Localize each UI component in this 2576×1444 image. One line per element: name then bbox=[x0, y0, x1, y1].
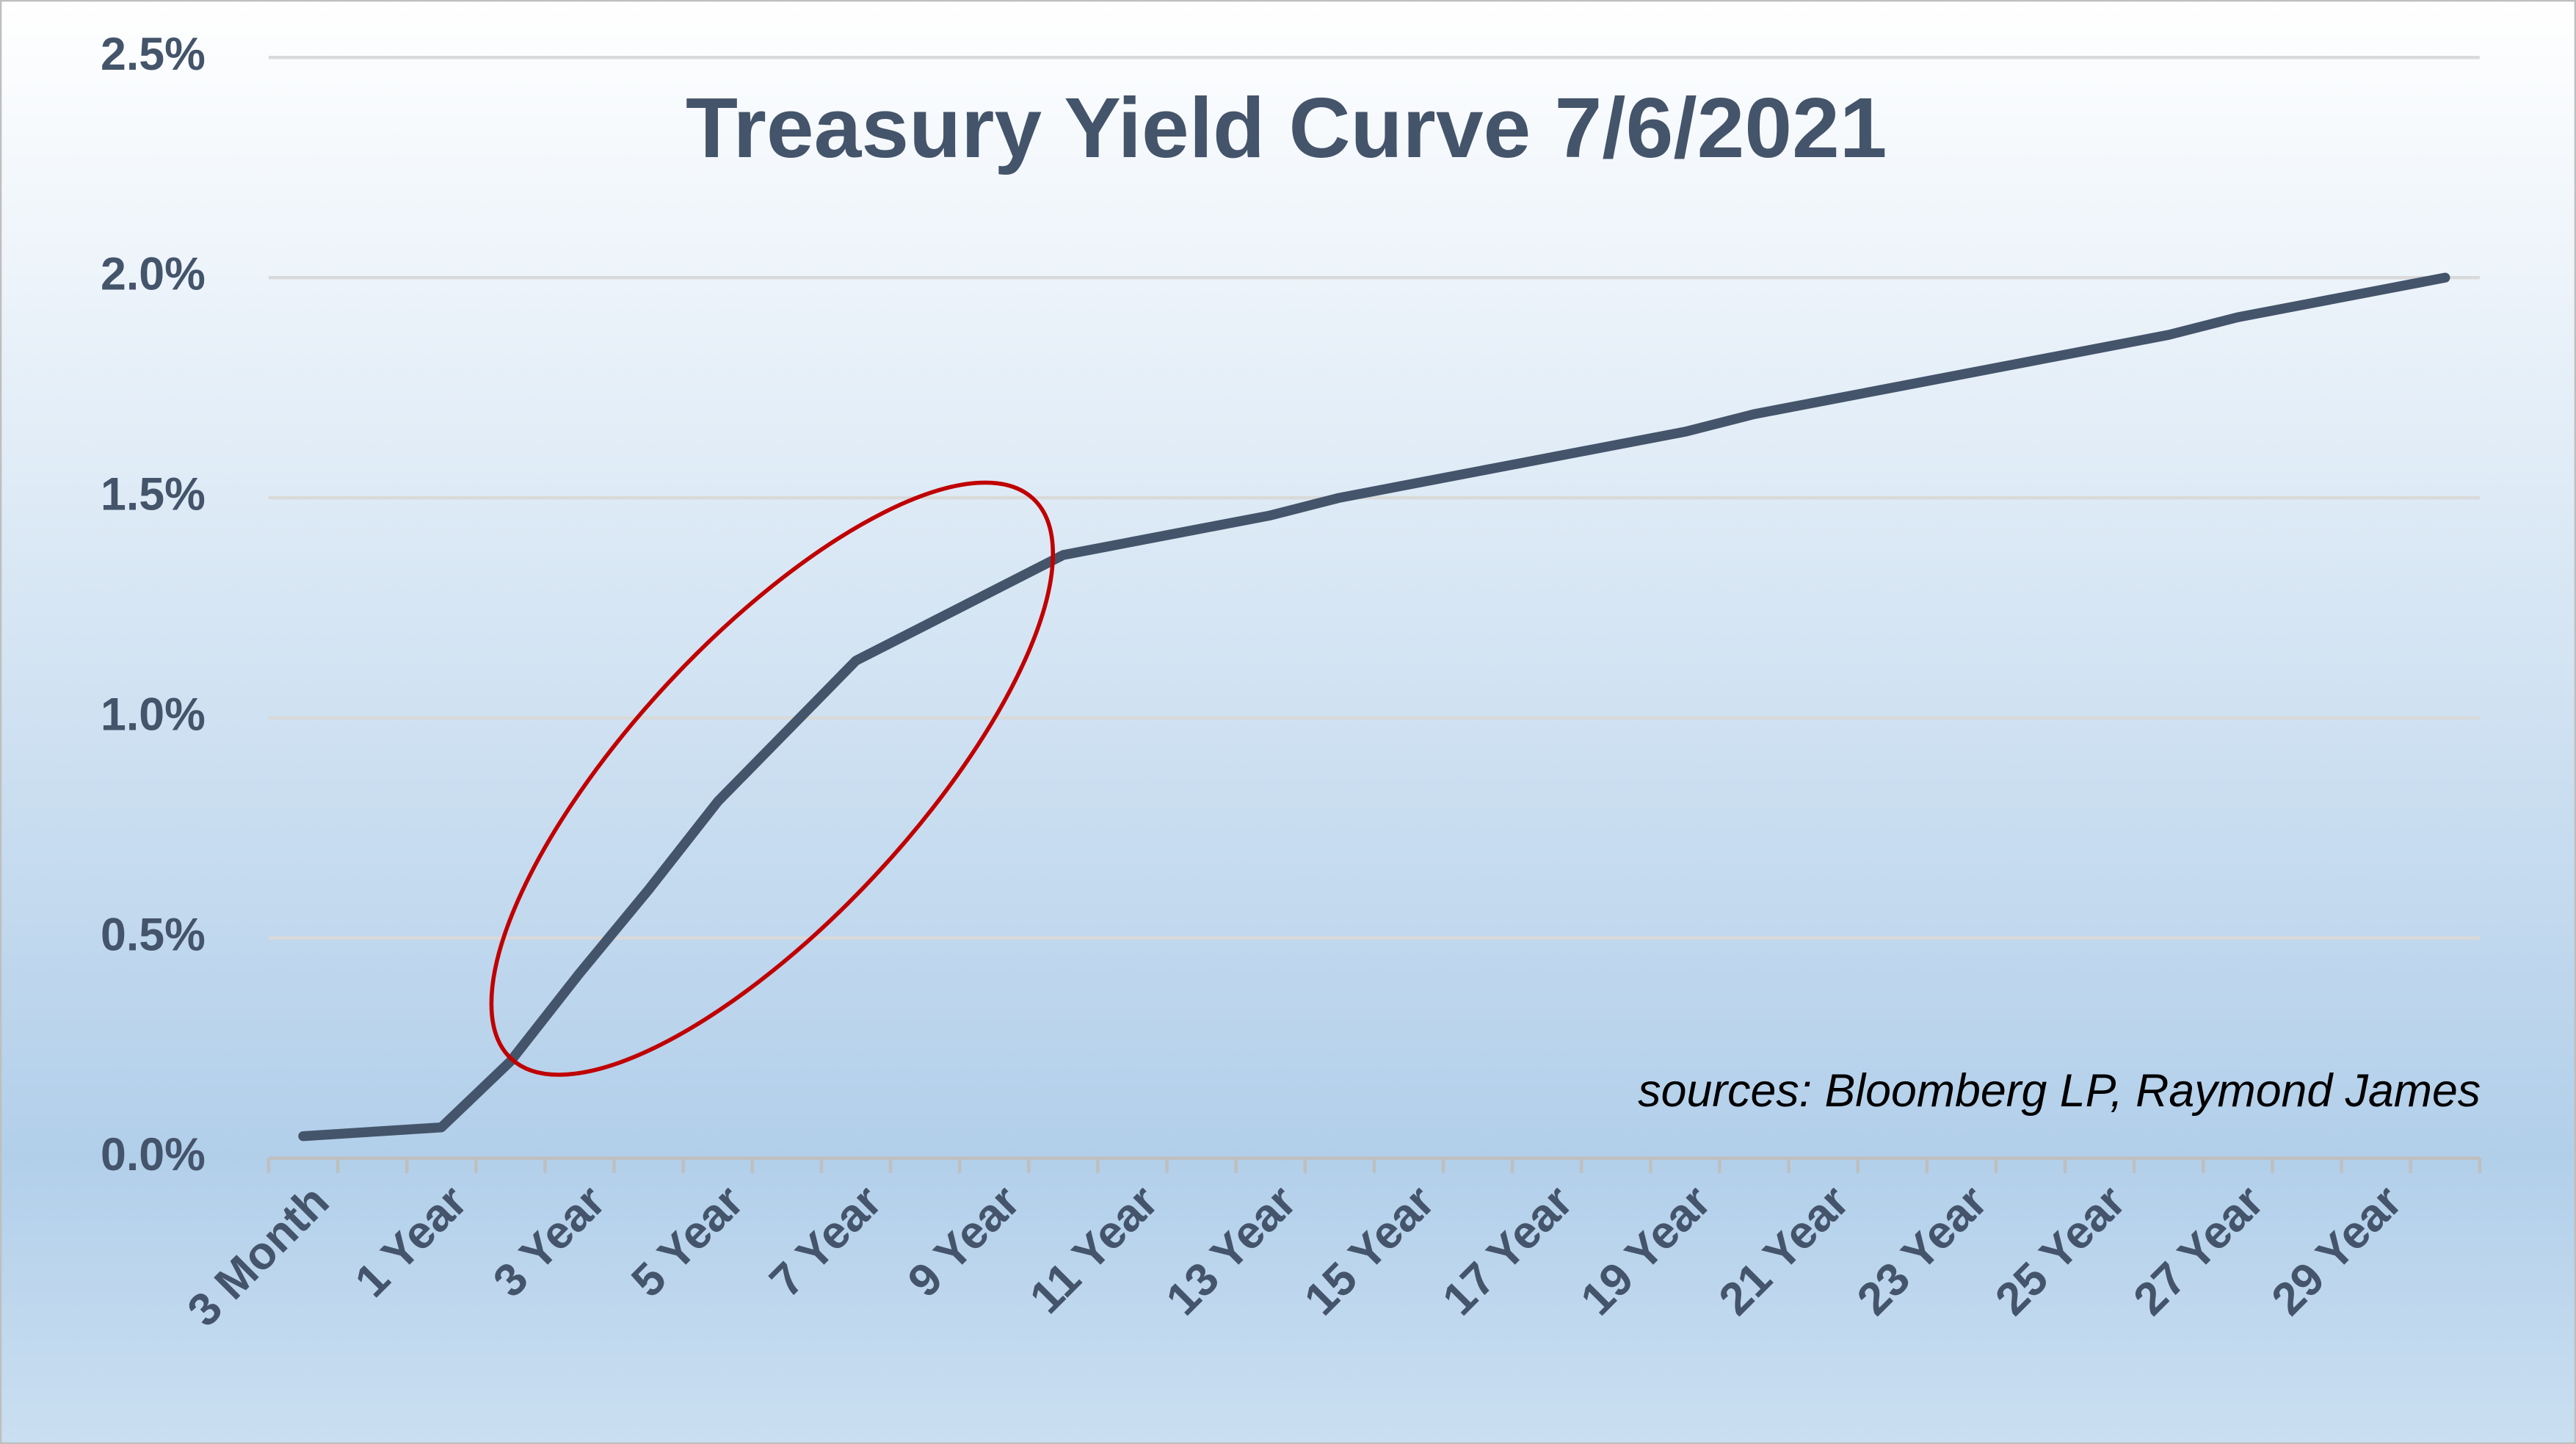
y-tick-label: 1.0% bbox=[101, 689, 206, 740]
series-line bbox=[298, 272, 2450, 1142]
chart-title: Treasury Yield Curve 7/6/2021 bbox=[686, 80, 1887, 175]
y-tick-label: 2.0% bbox=[101, 249, 206, 300]
source-note: sources: Bloomberg LP, Raymond James bbox=[1638, 1065, 2481, 1117]
y-tick-label: 2.5% bbox=[101, 29, 206, 80]
y-tick-label: 1.5% bbox=[101, 469, 206, 520]
y-tick-label: 0.0% bbox=[101, 1129, 206, 1180]
y-tick-label: 0.5% bbox=[101, 909, 206, 960]
highlight-ellipse bbox=[489, 480, 1056, 1077]
plot bbox=[298, 272, 2450, 1142]
